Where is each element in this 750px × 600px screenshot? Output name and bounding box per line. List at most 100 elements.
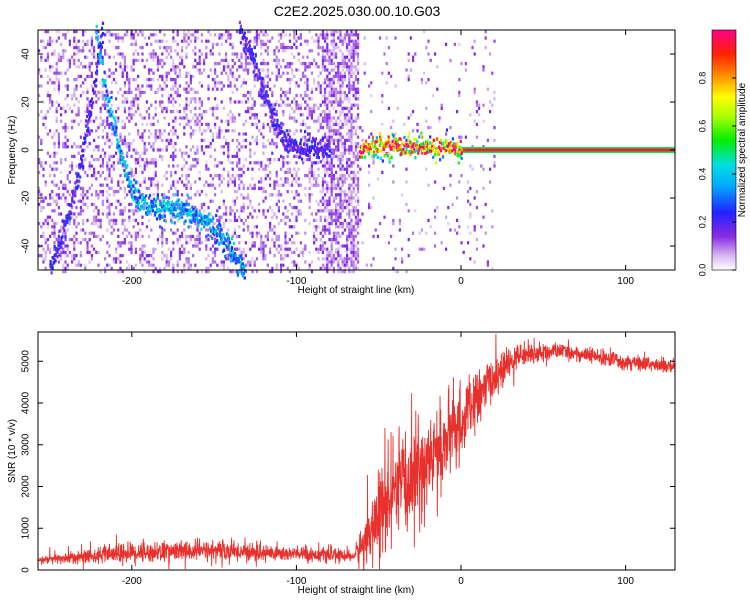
spectrogram-cell: [93, 234, 96, 238]
spectrogram-cell: [55, 247, 58, 251]
spectrogram-cell: [304, 174, 307, 178]
spectrogram-cell: [53, 161, 56, 165]
spectrogram-cell: [291, 106, 294, 110]
spectrogram-cell: [167, 100, 170, 104]
spectrogram-cell: [233, 212, 236, 216]
spectrogram-cell: [88, 238, 91, 242]
spectrogram-cell: [255, 138, 258, 142]
spectrogram-cell: [350, 250, 353, 254]
spectrogram-cell: [152, 148, 155, 152]
spectrogram-cell: [71, 55, 74, 59]
spectrogram-cell: [159, 225, 162, 229]
spectrogram-cell: [207, 97, 210, 101]
spectrogram-cell: [134, 151, 137, 155]
spectrogram-cell: [280, 103, 283, 107]
spectrogram-cell: [117, 141, 120, 145]
spectrogram-cell: [130, 113, 133, 117]
spectrogram-cell: [324, 247, 327, 251]
spectrogram-cell: [84, 122, 87, 126]
spectrogram-cell: [350, 196, 353, 200]
spectrogram-cell: [38, 68, 41, 72]
spectrogram-cell: [225, 212, 228, 216]
spectrogram-cell: [330, 49, 333, 53]
spectrogram-cell: [332, 234, 335, 238]
spectrogram-cell: [262, 145, 265, 149]
spectrogram-cell: [49, 106, 52, 110]
spectrogram-cell: [108, 158, 111, 162]
spectrogram-cell: [167, 200, 170, 204]
spectrogram-cell: [264, 145, 267, 149]
spectrogram-cell: [60, 71, 63, 75]
spectrogram-cell: [214, 247, 217, 251]
spectrogram-cell: [328, 202, 331, 206]
spectrogram-cell: [75, 225, 78, 229]
spectrogram-cell: [321, 250, 324, 254]
spectrogram-cell: [75, 254, 78, 258]
spectrogram-cell: [79, 84, 82, 88]
spectrogram-cell: [180, 200, 183, 205]
spectrogram-cell: [416, 122, 419, 126]
spectrogram-cell: [79, 209, 82, 213]
spectrogram-cell: [121, 138, 124, 142]
spectrogram-cell: [154, 210, 158, 214]
spectrogram-cell: [264, 49, 267, 53]
spectrogram-cell: [196, 161, 199, 165]
spectrogram-cell: [343, 151, 346, 155]
spectrogram-cell: [348, 202, 351, 206]
spectrogram-cell: [167, 164, 170, 168]
spectrogram-cell: [182, 202, 185, 206]
spectrogram-cell: [434, 180, 437, 184]
spectrogram-cell: [489, 167, 492, 171]
spectrogram-cell: [82, 49, 85, 53]
spectrogram-cell: [335, 138, 338, 142]
spectrogram-cell: [123, 58, 126, 62]
spectrogram-cell: [381, 122, 384, 126]
spectrogram-cell: [159, 234, 162, 238]
spectrogram-cell: [44, 196, 47, 200]
spectrogram-cell: [341, 206, 344, 210]
spectrogram-cell: [216, 106, 219, 110]
spectrogram-cell: [297, 106, 300, 110]
spectrogram-cell: [357, 257, 360, 261]
spectrogram-cell: [174, 193, 177, 197]
spectrogram-cell: [112, 190, 115, 194]
spectrogram-cell: [399, 137, 402, 141]
spectrogram-cell: [196, 62, 199, 66]
spectrogram-cell: [330, 238, 333, 242]
spectrogram-cell: [121, 71, 124, 75]
spectrogram-cell: [170, 215, 173, 219]
spectrogram-cell: [346, 122, 349, 126]
spectrogram-cell: [229, 212, 232, 216]
spectrogram-cell: [321, 266, 324, 270]
spectrogram-cell: [121, 209, 124, 213]
spectrogram-cell: [332, 212, 335, 216]
spectrogram-cell: [178, 55, 181, 59]
spectrogram-cell: [277, 68, 280, 72]
spectrogram-cell: [350, 148, 353, 152]
spectrogram-cell: [128, 247, 131, 251]
spectrogram-cell: [71, 145, 74, 149]
spectrogram-cell: [82, 167, 85, 171]
spectrogram-cell: [350, 33, 353, 37]
spectrogram-cell: [339, 49, 342, 53]
spectrogram-cell: [220, 71, 223, 75]
spectrogram-cell: [200, 241, 203, 245]
spectrogram-cell: [79, 241, 82, 245]
spectrogram-cell: [280, 218, 283, 222]
spectrogram-cell: [341, 199, 344, 203]
spectrogram-cell: [421, 151, 424, 155]
spectrogram-cell: [121, 151, 124, 156]
spectrogram-cell: [172, 241, 175, 245]
spectrogram-cell: [328, 49, 331, 53]
spectrogram-cell: [57, 196, 60, 200]
spectrogram-cell: [196, 122, 199, 126]
spectrogram-cell: [469, 257, 472, 261]
spectrogram-cell: [77, 145, 80, 149]
spectrogram-cell: [332, 257, 335, 261]
spectrogram-cell: [247, 30, 250, 34]
spectrogram-cell: [319, 90, 322, 94]
spectrogram-cell: [364, 148, 368, 152]
spectrogram-cell: [132, 174, 135, 178]
spectrogram-cell: [274, 112, 277, 116]
spectrogram-cell: [55, 199, 58, 203]
